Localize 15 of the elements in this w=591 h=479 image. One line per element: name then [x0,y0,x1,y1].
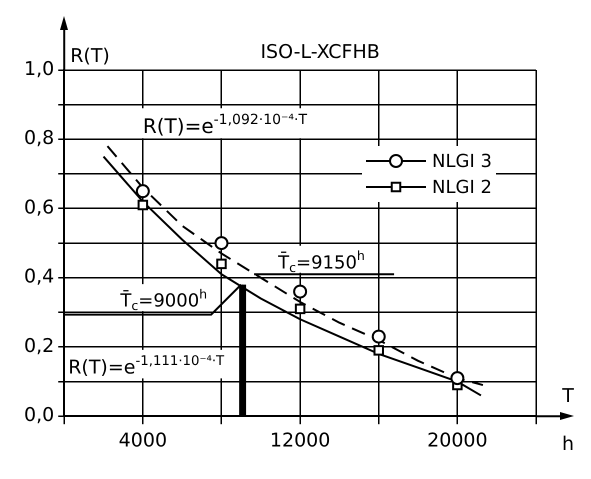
y-axis-title: R(T) [70,45,110,67]
x-tick-label: 20000 [427,430,488,452]
x-axis-title: T [561,385,574,408]
x-tick-label: 4000 [118,430,168,452]
y-tick-label: 1,0 [24,58,54,80]
y-tick-label: 0,2 [24,334,54,357]
x-tick-label: 12000 [270,430,330,452]
legend-label: NLGI 2 [432,176,492,198]
y-tick-label: 0,4 [24,266,54,288]
chart-title: ISO-L-XCFHB [260,41,380,63]
text: h [562,433,574,456]
y-tick-label: 0,8 [24,127,54,150]
y-tick-label: 0,6 [24,196,54,218]
y-tick-label: 0,0 [24,404,54,426]
legend-label: NLGI 3 [432,150,492,172]
